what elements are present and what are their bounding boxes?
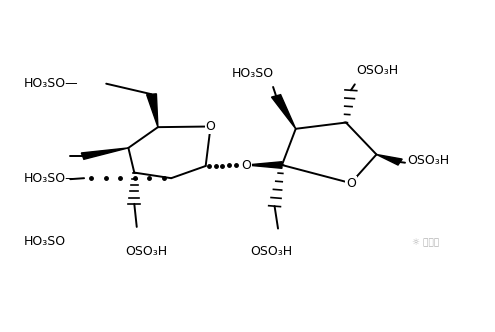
Polygon shape — [246, 162, 282, 168]
Text: OSO₃H: OSO₃H — [126, 245, 168, 258]
Polygon shape — [147, 94, 158, 127]
Text: HO₃SO—: HO₃SO— — [24, 77, 78, 90]
Text: O: O — [205, 120, 215, 133]
Text: ☼ 艾饰拓: ☼ 艾饰拓 — [412, 238, 440, 247]
Text: HO₃SO—: HO₃SO— — [24, 172, 78, 185]
Text: OSO₃H: OSO₃H — [356, 64, 398, 77]
Text: OSO₃H: OSO₃H — [250, 245, 292, 258]
Text: HO₃SO: HO₃SO — [231, 67, 273, 80]
Text: O: O — [241, 158, 251, 172]
Text: HO₃SO: HO₃SO — [24, 235, 66, 248]
Polygon shape — [81, 148, 128, 159]
Polygon shape — [271, 95, 296, 129]
Polygon shape — [377, 154, 402, 165]
Text: O: O — [346, 177, 356, 190]
Text: OSO₃H: OSO₃H — [407, 154, 449, 167]
